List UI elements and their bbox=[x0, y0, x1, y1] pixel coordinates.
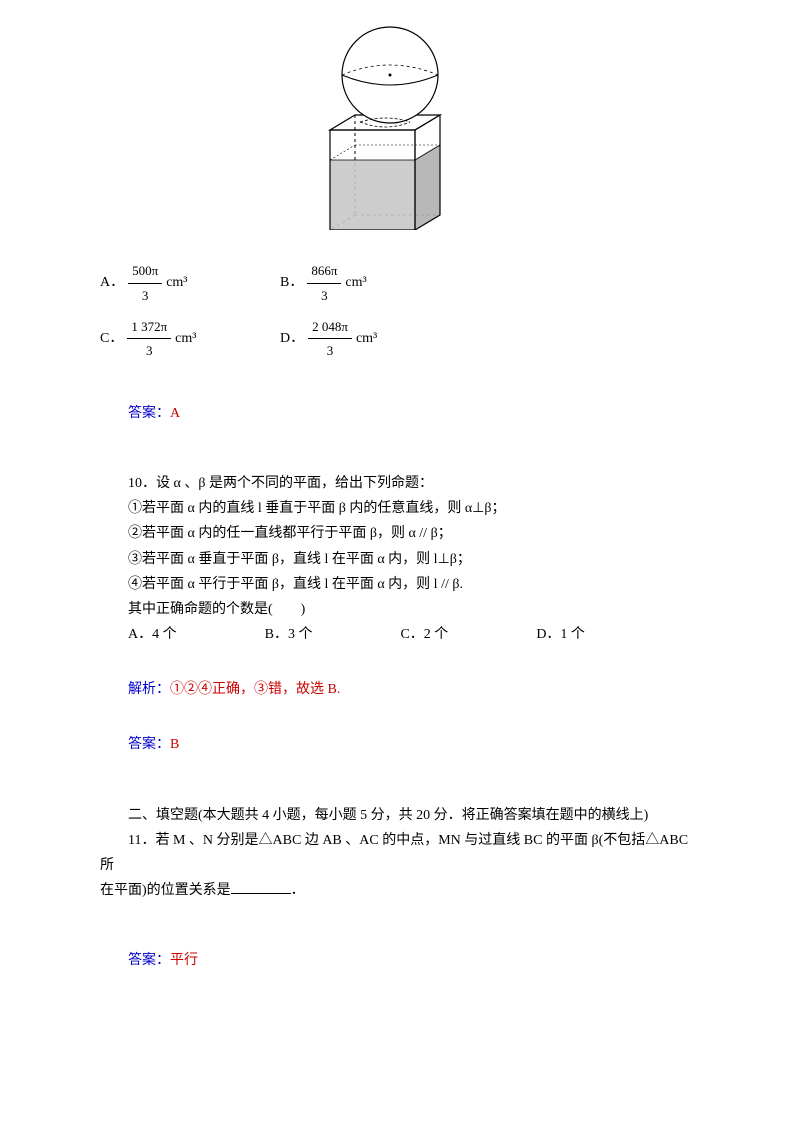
q9-options: A． 500π 3 cm³ B． 866π 3 cm³ C． 1 372π 3 … bbox=[100, 259, 700, 363]
q10-line4: ④若平面 α 平行于平面 β，直线 l 在平面 α 内，则 l // β. bbox=[100, 572, 700, 597]
answer-value: 平行 bbox=[170, 953, 198, 968]
q10-line3: ③若平面 α 垂直于平面 β，直线 l 在平面 α 内，则 l⊥β； bbox=[100, 547, 700, 572]
answer-value: B bbox=[170, 737, 179, 752]
option-D: D． 2 048π 3 cm³ bbox=[280, 315, 460, 363]
analysis-value: ①②④正确，③错，故选 B. bbox=[170, 682, 340, 697]
q11-line2: 在平面)的位置关系是 ． bbox=[100, 878, 700, 903]
q11-suffix: ． bbox=[291, 883, 305, 898]
q11-pre: 11．若 M 、N 分别是△ABC 边 AB 、AC 的中点，MN 与过直线 B… bbox=[100, 828, 700, 878]
q11-answer: 答案：平行 bbox=[100, 948, 700, 973]
opt-D-den: 3 bbox=[323, 339, 338, 362]
q10-options: A．4 个 B．3 个 C．2 个 D．1 个 bbox=[100, 622, 700, 647]
opt-B-den: 3 bbox=[317, 284, 332, 307]
option-A: A． 500π 3 cm³ bbox=[100, 259, 280, 307]
answer-label: 答案： bbox=[128, 406, 170, 421]
section2-heading: 二、填空题(本大题共 4 小题，每小题 5 分，共 20 分．将正确答案填在题中… bbox=[100, 803, 700, 828]
answer-label: 答案： bbox=[128, 953, 170, 968]
q11-block: 11．若 M 、N 分别是△ABC 边 AB 、AC 的中点，MN 与过直线 B… bbox=[100, 828, 700, 904]
q10-line2: ②若平面 α 内的任一直线都平行于平面 β，则 α // β； bbox=[100, 521, 700, 546]
opt-A-unit: cm³ bbox=[166, 270, 187, 295]
q10-answer: 答案：B bbox=[100, 732, 700, 757]
q10-optC: C．2 个 bbox=[372, 622, 448, 647]
geometry-figure bbox=[100, 20, 700, 239]
sphere-cube-svg bbox=[310, 20, 490, 230]
q10-analysis: 解析：①②④正确，③错，故选 B. bbox=[100, 677, 700, 702]
opt-C-num: 1 372π bbox=[127, 315, 171, 339]
q10-optB: B．3 个 bbox=[237, 622, 313, 647]
q10-optD: D．1 个 bbox=[508, 622, 585, 647]
q10-line1: ①若平面 α 内的直线 l 垂直于平面 β 内的任意直线，则 α⊥β； bbox=[100, 496, 700, 521]
opt-A-num: 500π bbox=[128, 259, 162, 283]
opt-B-num: 866π bbox=[307, 259, 341, 283]
analysis-label: 解析： bbox=[128, 682, 170, 697]
q10-block: 10．设 α 、β 是两个不同的平面，给出下列命题： ①若平面 α 内的直线 l… bbox=[100, 471, 700, 647]
answer-label: 答案： bbox=[128, 737, 170, 752]
opt-C-unit: cm³ bbox=[175, 326, 196, 351]
blank-line bbox=[231, 893, 291, 894]
opt-A-den: 3 bbox=[138, 284, 153, 307]
q10-line5: 其中正确命题的个数是( ) bbox=[100, 597, 700, 622]
q11-post: 在平面)的位置关系是 bbox=[100, 883, 231, 898]
option-C: C． 1 372π 3 cm³ bbox=[100, 315, 280, 363]
answer-value: A bbox=[170, 406, 180, 421]
option-B: B． 866π 3 cm³ bbox=[280, 259, 460, 307]
q9-answer: 答案：A bbox=[100, 401, 700, 426]
opt-D-num: 2 048π bbox=[308, 315, 352, 339]
opt-D-unit: cm³ bbox=[356, 326, 377, 351]
section2-text: 二、填空题(本大题共 4 小题，每小题 5 分，共 20 分．将正确答案填在题中… bbox=[100, 803, 700, 828]
opt-B-unit: cm³ bbox=[345, 270, 366, 295]
q10-stem: 10．设 α 、β 是两个不同的平面，给出下列命题： bbox=[100, 471, 700, 496]
opt-C-den: 3 bbox=[142, 339, 157, 362]
q10-optA: A．4 个 bbox=[100, 622, 177, 647]
